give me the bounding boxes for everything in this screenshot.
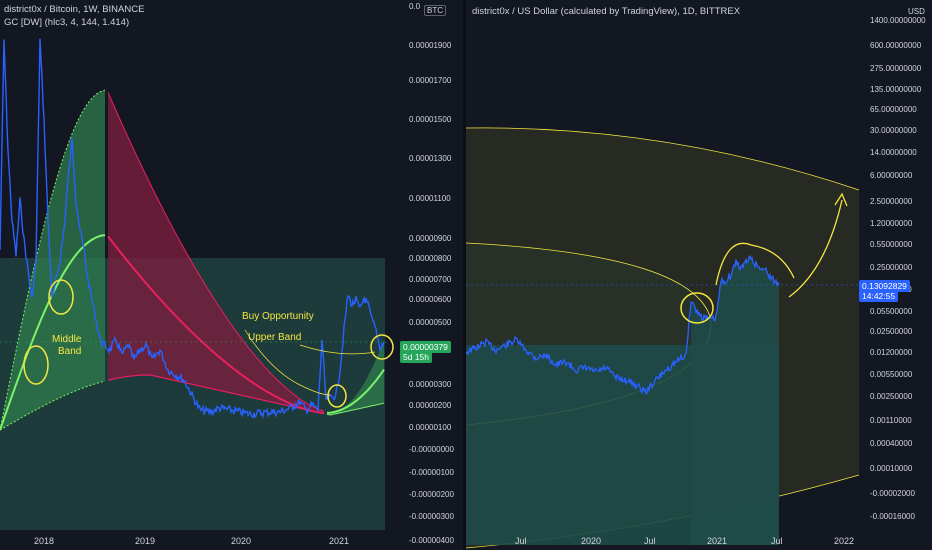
left-y-tick-label: 0.0 xyxy=(409,2,421,11)
right-y-tick-label: 0.01200000 xyxy=(870,348,913,357)
left-x-tick-label: 2019 xyxy=(135,536,155,546)
right-y-tick-label: 1.20000000 xyxy=(870,219,913,228)
left-y-tick-label: 0.00001500 xyxy=(409,115,452,124)
right-chart-panel[interactable]: 1400.00000000 600.00000000 275.00000000 135… xyxy=(466,0,932,550)
left-y-tick-label: 0.00000600 xyxy=(409,295,452,304)
right-currency-label: USD xyxy=(908,7,925,16)
left-y-tick-label: -0.00000300 xyxy=(409,512,454,521)
left-y-tick-label: -0.00000100 xyxy=(409,468,454,477)
right-price-line xyxy=(466,254,780,395)
left-x-tick-label: 2020 xyxy=(231,536,251,546)
upper-band-label: Upper Band xyxy=(248,332,301,343)
buy-opportunity-label: Buy Opportunity xyxy=(242,311,314,322)
annotation-arc-upper xyxy=(299,344,376,355)
middle-band-label-line2: Band xyxy=(58,346,81,357)
left-x-tick-label: 2018 xyxy=(34,536,54,546)
right-y-tick-label: 600.00000000 xyxy=(870,41,922,50)
middle-band-line-green-recent xyxy=(326,368,385,414)
right-chart-title: district0x / US Dollar (calculated by Tr… xyxy=(472,6,741,17)
left-price-line xyxy=(0,38,385,420)
yellow-circle-highlight[interactable] xyxy=(48,279,74,315)
right-y-tick-label: 0.00250000 xyxy=(870,392,913,401)
right-y-tick-label: 1400.00000000 xyxy=(870,16,926,25)
big-arc-top xyxy=(466,127,860,191)
left-y-tick-label: 0.00000300 xyxy=(409,380,452,389)
right-y-tick-label: 0.25000000 xyxy=(870,263,913,272)
right-chart-canvas[interactable]: 1400.00000000 600.00000000 275.00000000 135… xyxy=(466,0,932,550)
right-x-tick-label: 2021 xyxy=(707,536,727,546)
right-x-tick-label: Jul xyxy=(771,536,783,546)
right-y-tick-label: 65.00000000 xyxy=(870,105,917,114)
left-y-tick-label: 0.00001300 xyxy=(409,154,452,163)
right-y-tick-label: 14.00000000 xyxy=(870,148,917,157)
right-y-tick-label: 0.00110000 xyxy=(870,416,912,425)
yellow-circle-highlight[interactable] xyxy=(327,384,347,408)
panel-divider[interactable] xyxy=(463,0,466,550)
yellow-circle-highlight[interactable] xyxy=(370,334,394,360)
right-y-tick-label: 275.00000000 xyxy=(870,64,922,73)
lower-band-line-green-recent xyxy=(326,402,385,416)
right-x-tick-label: 2020 xyxy=(581,536,601,546)
annotation-arc-buy xyxy=(244,329,331,396)
left-x-tick-label: 2021 xyxy=(329,536,349,546)
right-y-tick-label: 0.00010000 xyxy=(870,464,913,473)
projection-arrow-line xyxy=(788,199,843,298)
right-y-tick-label: 0.05500000 xyxy=(870,307,913,316)
right-y-tick-label: 135.00000000 xyxy=(870,85,922,94)
lower-band-line-red xyxy=(107,374,325,415)
left-y-tick-label: 0.00000100 xyxy=(409,423,452,432)
right-x-tick-label: Jul xyxy=(515,536,527,546)
band-fill-red xyxy=(108,92,324,414)
lower-band-line-green xyxy=(0,380,106,431)
left-chart-canvas[interactable]: 0.0 0.00001900 0.00001700 0.00001500 0.00001… xyxy=(0,0,463,550)
middle-band-label-line1: Middle xyxy=(52,334,82,345)
band-fill-green xyxy=(0,90,105,430)
left-countdown-badge: 5d 15h xyxy=(400,351,432,363)
left-y-tick-label: -0.00000400 xyxy=(409,536,454,545)
right-teal-area-recent xyxy=(691,256,779,545)
top-arc xyxy=(715,242,795,286)
left-y-tick-label: -0.00000200 xyxy=(409,490,454,499)
yellow-circle-highlight[interactable] xyxy=(23,345,49,385)
left-y-tick-label: 0.00001700 xyxy=(409,76,452,85)
left-chart-panel[interactable]: 0.0 0.00001900 0.00001700 0.00001500 0.00001… xyxy=(0,0,463,550)
upper-band-line-red xyxy=(107,92,325,412)
right-y-tick-label: 30.00000000 xyxy=(870,126,917,135)
right-countdown-badge: 14:42:55 xyxy=(859,290,899,302)
indicator-label[interactable]: GC [DW] (hlc3, 4, 144, 1.414) xyxy=(4,17,130,28)
middle-band-line-red xyxy=(107,235,325,414)
yellow-circle-breakout[interactable] xyxy=(680,292,714,324)
right-x-tick-label: 2022 xyxy=(834,536,854,546)
right-y-tick-label: 2.50000000 xyxy=(870,197,913,206)
right-y-tick-label: 0.02500000 xyxy=(870,327,913,336)
left-y-tick-label: 0.00001900 xyxy=(409,41,452,50)
right-y-tick-label: 6.00000000 xyxy=(870,171,913,180)
left-y-tick-label: 0.00000200 xyxy=(409,401,452,410)
left-chart-title: district0x / Bitcoin, 1W, BINANCE xyxy=(4,4,145,15)
upper-band-line-green xyxy=(0,89,106,431)
right-x-tick-label: Jul xyxy=(644,536,656,546)
left-y-tick-label: 0.00000900 xyxy=(409,234,452,243)
right-price-badge: 0.13092829 xyxy=(859,280,910,292)
left-currency-badge: BTC xyxy=(424,5,446,16)
band-fill-green-recent xyxy=(327,339,384,415)
left-price-badge: 0.00000379 xyxy=(400,341,451,353)
projection-arrow-head xyxy=(834,192,848,207)
left-y-tick-label: 0.00000700 xyxy=(409,275,452,284)
left-y-axis-area xyxy=(395,0,463,550)
left-y-tick-label: -0.00000000 xyxy=(409,445,454,454)
right-y-tick-label: -0.00016000 xyxy=(870,512,915,521)
left-y-tick-label: 0.00000500 xyxy=(409,318,452,327)
right-y-tick-label: -0.00002000 xyxy=(870,489,915,498)
right-y-tick-label: 0.55000000 xyxy=(870,240,913,249)
right-y-tick-label: 0.00550000 xyxy=(870,370,913,379)
left-y-tick-label: 0.00001100 xyxy=(409,194,451,203)
right-y-tick-label: 0.00040000 xyxy=(870,439,913,448)
left-y-tick-label: 0.00000800 xyxy=(409,254,452,263)
